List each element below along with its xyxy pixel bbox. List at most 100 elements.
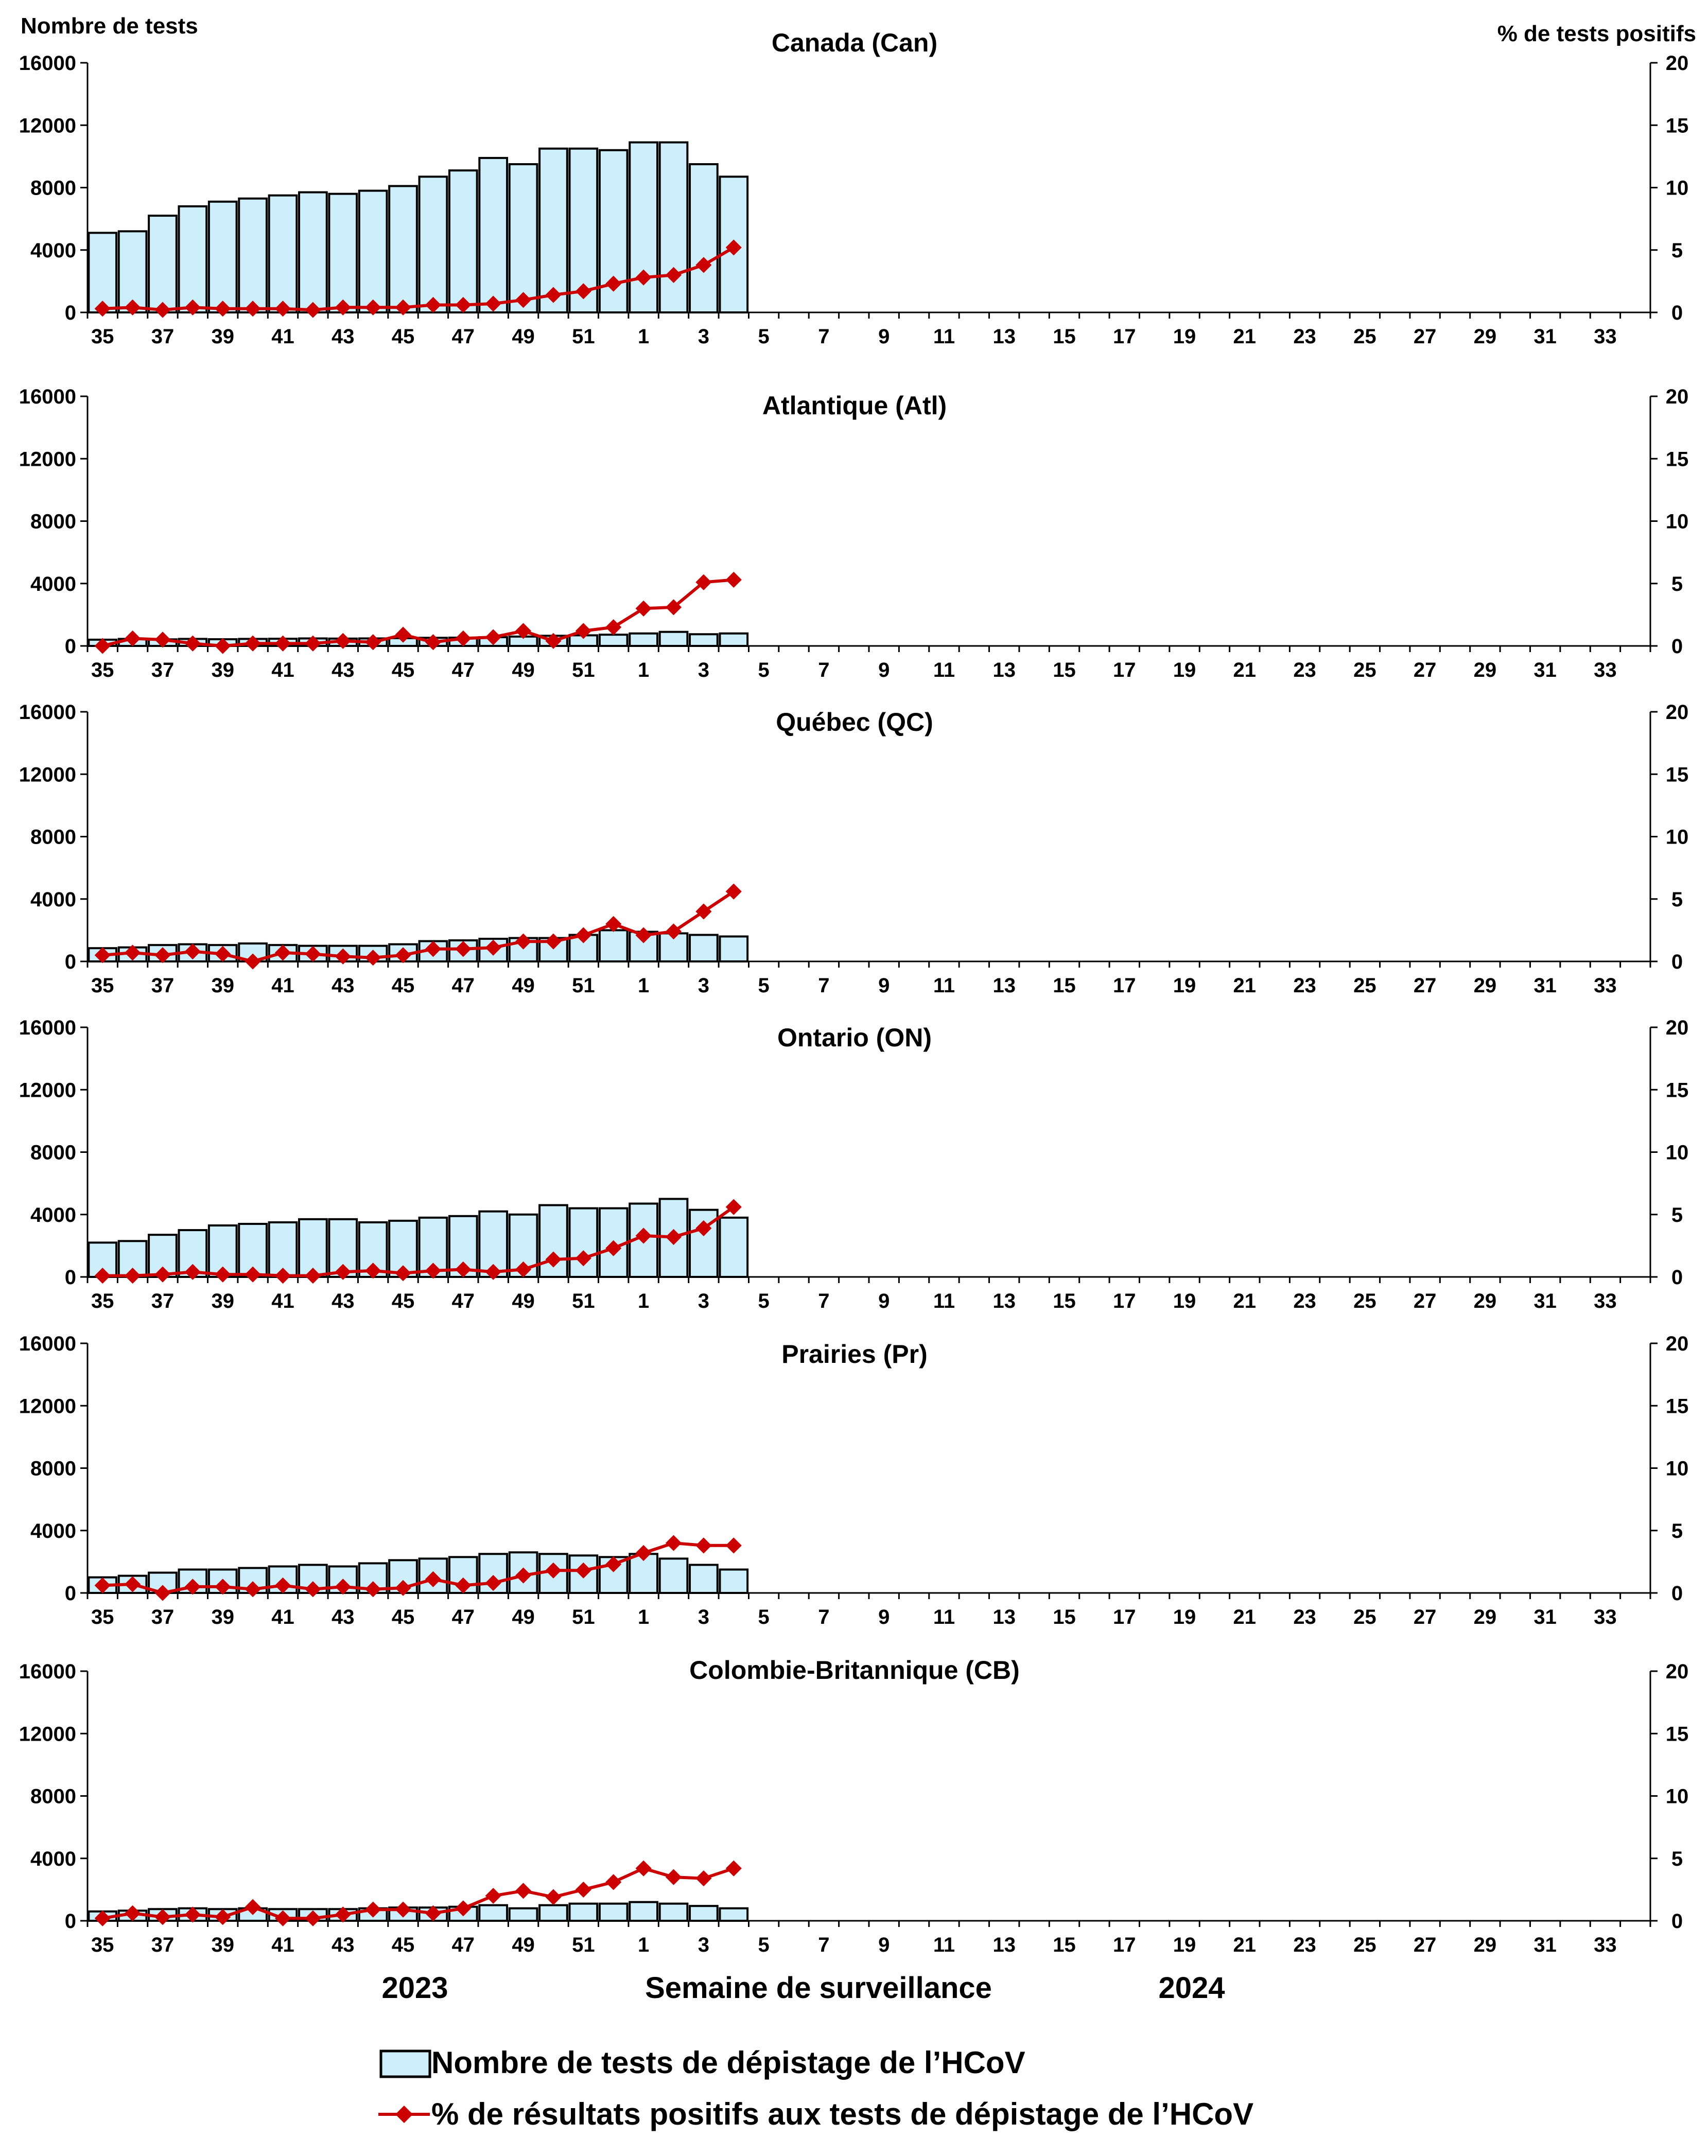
x-tick-label: 17 bbox=[1113, 659, 1136, 681]
bar-week-3 bbox=[689, 934, 719, 962]
x-tick-label: 1 bbox=[638, 1934, 649, 1956]
x-tick-label: 11 bbox=[933, 1934, 955, 1956]
x-tick-label: 21 bbox=[1233, 325, 1257, 348]
x-tick-label: 29 bbox=[1474, 325, 1497, 348]
positivity-point-week-1 bbox=[635, 1860, 652, 1877]
positivity-point-week-51 bbox=[575, 283, 591, 300]
right-y-tick-label: 5 bbox=[1671, 573, 1683, 595]
bar-week-42 bbox=[298, 1218, 328, 1278]
x-tick-label: 45 bbox=[392, 1290, 415, 1312]
x-tick-label: 35 bbox=[91, 325, 114, 348]
positivity-point-week-50 bbox=[545, 1562, 562, 1579]
left-y-tick-label: 0 bbox=[65, 951, 76, 973]
bar-week-51 bbox=[568, 1207, 599, 1278]
x-tick-label: 3 bbox=[698, 325, 709, 348]
right-y-tick-label: 15 bbox=[1666, 1079, 1689, 1101]
right-y-tick-label: 20 bbox=[1666, 1660, 1689, 1683]
positivity-point-week-3 bbox=[695, 1220, 712, 1236]
bar-week-40 bbox=[238, 1222, 268, 1278]
positivity-point-week-2 bbox=[665, 1869, 682, 1885]
legend-bars-label: Nombre de tests de dépistage de l’HCoV bbox=[431, 2045, 1025, 2080]
x-tick-label: 43 bbox=[332, 1934, 355, 1956]
positivity-line bbox=[102, 246, 735, 312]
right-y-tick-label: 5 bbox=[1671, 1204, 1683, 1226]
x-tick-label: 7 bbox=[818, 659, 829, 681]
x-tick-label: 39 bbox=[211, 325, 234, 348]
right-y-tick-label: 20 bbox=[1666, 1016, 1689, 1039]
x-tick-label: 23 bbox=[1293, 1606, 1316, 1628]
x-tick-label: 37 bbox=[151, 659, 175, 681]
x-tick-label: 41 bbox=[271, 659, 294, 681]
chart-panel-atlantique-atl: Atlantique (Atl) 0 4000 8000 12000 16000 0 5 10 1… bbox=[19, 385, 1688, 681]
x-tick-label: 41 bbox=[271, 1934, 294, 1956]
bar-week-4 bbox=[719, 632, 749, 647]
positivity-point-week-43 bbox=[335, 948, 351, 965]
left-y-tick-label: 4000 bbox=[30, 888, 76, 911]
positivity-point-week-3 bbox=[695, 1870, 712, 1887]
left-y-tick-label: 8000 bbox=[30, 177, 76, 200]
positivity-point-week-47 bbox=[455, 296, 472, 313]
bar-week-52 bbox=[598, 1902, 629, 1922]
positivity-point-week-36 bbox=[125, 299, 141, 315]
right-y-tick-label: 20 bbox=[1666, 1333, 1689, 1355]
year-label-2023: 2023 bbox=[381, 1971, 448, 2005]
legend-line-label: % de résultats positifs aux tests de dép… bbox=[431, 2097, 1253, 2131]
positivity-point-week-49 bbox=[515, 1883, 532, 1899]
right-axis-title: % de tests positifs bbox=[1497, 21, 1696, 46]
year-label-2024: 2024 bbox=[1158, 1971, 1225, 2005]
x-tick-label: 9 bbox=[878, 974, 890, 997]
positivity-line bbox=[102, 1867, 735, 1920]
x-tick-label: 43 bbox=[332, 325, 355, 348]
positivity-point-week-48 bbox=[485, 295, 501, 312]
x-tick-label: 43 bbox=[332, 659, 355, 681]
x-tick-label: 39 bbox=[211, 1290, 234, 1312]
right-y-tick-label: 5 bbox=[1671, 888, 1683, 911]
bar-week-52 bbox=[598, 634, 629, 647]
positivity-point-week-39 bbox=[215, 1579, 231, 1595]
positivity-point-week-49 bbox=[515, 292, 532, 308]
left-y-tick-label: 12000 bbox=[19, 1079, 76, 1101]
right-y-tick-label: 20 bbox=[1666, 385, 1689, 408]
x-tick-label: 37 bbox=[151, 325, 175, 348]
left-y-tick-label: 4000 bbox=[30, 1848, 76, 1870]
bar-week-2 bbox=[658, 141, 689, 313]
positivity-point-week-52 bbox=[605, 1556, 622, 1572]
chart-panel-prairies-pr: Prairies (Pr)040008000120001600005101520… bbox=[19, 1333, 1688, 1628]
x-tick-label: 37 bbox=[151, 1934, 175, 1956]
positivity-point-week-3 bbox=[695, 1537, 712, 1554]
x-tick-label: 33 bbox=[1594, 1290, 1617, 1312]
x-tick-label: 31 bbox=[1533, 659, 1557, 681]
x-tick-label: 51 bbox=[572, 1290, 595, 1312]
left-y-tick-label: 16000 bbox=[19, 1660, 76, 1683]
positivity-point-week-42 bbox=[305, 1268, 321, 1284]
x-tick-label: 45 bbox=[392, 325, 415, 348]
bar-week-3 bbox=[689, 1564, 719, 1594]
x-tick-label: 31 bbox=[1533, 325, 1557, 348]
x-tick-label: 21 bbox=[1233, 1934, 1257, 1956]
left-y-tick-label: 8000 bbox=[30, 511, 76, 533]
bar-week-52 bbox=[598, 929, 629, 962]
x-tick-label: 7 bbox=[818, 1934, 829, 1956]
x-tick-label: 33 bbox=[1594, 1606, 1617, 1628]
right-y-tick-label: 10 bbox=[1666, 1785, 1689, 1808]
positivity-point-week-41 bbox=[274, 301, 291, 317]
x-tick-label: 41 bbox=[271, 325, 294, 348]
x-tick-label: 51 bbox=[572, 1606, 595, 1628]
positivity-point-week-42 bbox=[305, 945, 321, 962]
x-tick-label: 25 bbox=[1353, 659, 1376, 681]
x-tick-label: 25 bbox=[1353, 325, 1376, 348]
x-tick-label: 13 bbox=[992, 659, 1016, 681]
positivity-point-week-40 bbox=[245, 635, 261, 652]
chart-panel-colombie-britannique-cb: Colombie-Britannique (CB) 0 4000 8000 12000 1… bbox=[19, 1656, 1688, 1956]
x-tick-label: 19 bbox=[1173, 1606, 1196, 1628]
x-tick-label: 45 bbox=[392, 974, 415, 997]
bar-week-4 bbox=[719, 1216, 749, 1278]
x-tick-label: 1 bbox=[638, 1606, 649, 1628]
x-tick-label: 9 bbox=[878, 1606, 890, 1628]
positivity-point-week-45 bbox=[395, 299, 411, 315]
left-y-tick-label: 16000 bbox=[19, 1333, 76, 1355]
x-tick-label: 29 bbox=[1474, 1290, 1497, 1312]
positivity-point-week-1 bbox=[635, 1228, 652, 1244]
positivity-point-week-42 bbox=[305, 1910, 321, 1926]
x-tick-label: 9 bbox=[878, 659, 890, 681]
